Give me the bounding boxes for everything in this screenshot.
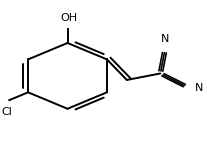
Text: N: N bbox=[161, 34, 169, 44]
Text: N: N bbox=[195, 83, 204, 93]
Text: OH: OH bbox=[60, 13, 77, 23]
Text: Cl: Cl bbox=[2, 107, 13, 117]
